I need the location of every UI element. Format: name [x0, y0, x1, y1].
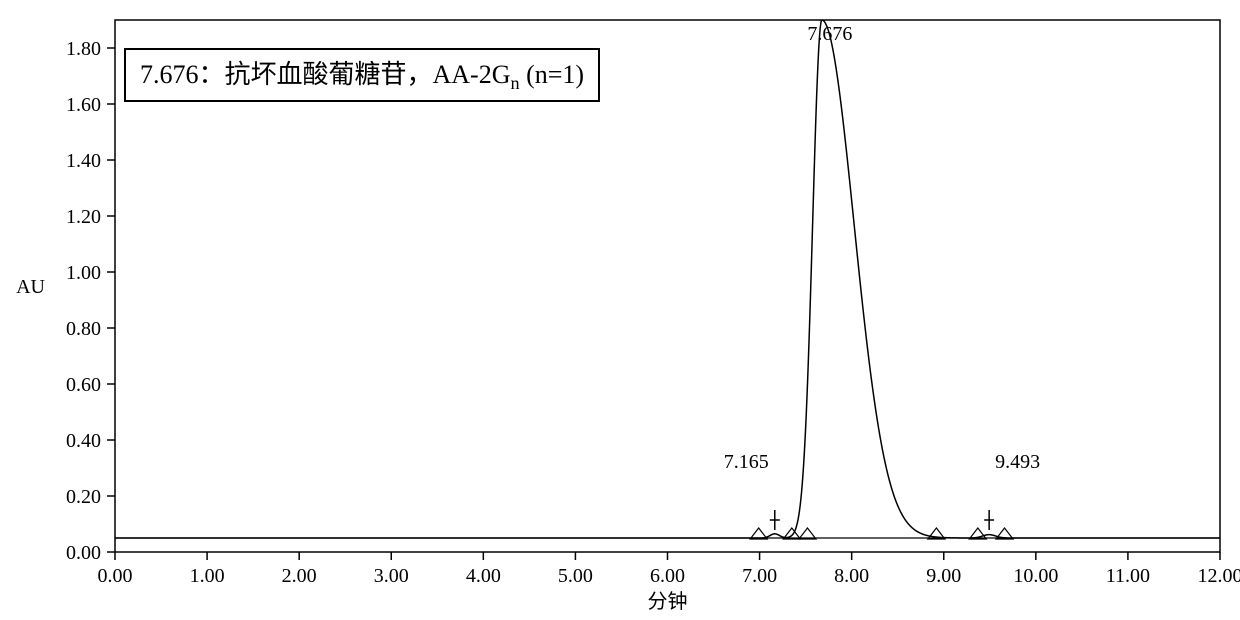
y-tick-label: 0.00 — [66, 542, 101, 564]
x-axis-label: 分钟 — [648, 590, 688, 613]
y-tick-label: 1.20 — [66, 206, 101, 228]
x-tick-label: 5.00 — [558, 565, 593, 587]
peak-label: 9.493 — [995, 451, 1040, 473]
x-tick-label: 10.00 — [1013, 565, 1058, 587]
y-tick-label: 0.80 — [66, 318, 101, 340]
legend-text-suffix: (n=1) — [520, 60, 584, 89]
x-tick-label: 9.00 — [926, 565, 961, 587]
y-tick-label: 1.40 — [66, 150, 101, 172]
y-tick-label: 1.80 — [66, 38, 101, 60]
triangle-marker — [799, 528, 816, 539]
x-tick-label: 8.00 — [834, 565, 869, 587]
x-tick-label: 11.00 — [1106, 565, 1150, 587]
y-axis-label: AU — [16, 276, 45, 298]
x-tick-label: 0.00 — [98, 565, 133, 587]
y-tick-label: 1.00 — [66, 262, 101, 284]
x-tick-label: 7.00 — [742, 565, 777, 587]
chromatogram-chart: 0.00 1.00 2.00 3.00 4.00 5.00 6.00 7.00 8.00 9.00… — [0, 0, 1240, 620]
x-tick-label: 1.00 — [190, 565, 225, 587]
y-tick-label: 0.40 — [66, 430, 101, 452]
y-tick-label: 1.60 — [66, 94, 101, 116]
x-tick-label: 6.00 — [650, 565, 685, 587]
y-tick-label: 0.60 — [66, 374, 101, 396]
x-tick-label: 12.00 — [1198, 565, 1240, 587]
x-tick-label: 2.00 — [282, 565, 317, 587]
legend-text-sub: n — [511, 73, 520, 93]
peak-label: 7.676 — [807, 23, 852, 45]
legend-text-prefix: 7.676：抗坏血酸葡糖苷，AA-2G — [140, 60, 511, 89]
y-tick-label: 0.20 — [66, 486, 101, 508]
x-tick-label: 4.00 — [466, 565, 501, 587]
legend-box: 7.676：抗坏血酸葡糖苷，AA-2Gn (n=1) — [124, 48, 600, 102]
peak-label: 7.165 — [724, 451, 769, 473]
x-tick-label: 3.00 — [374, 565, 409, 587]
